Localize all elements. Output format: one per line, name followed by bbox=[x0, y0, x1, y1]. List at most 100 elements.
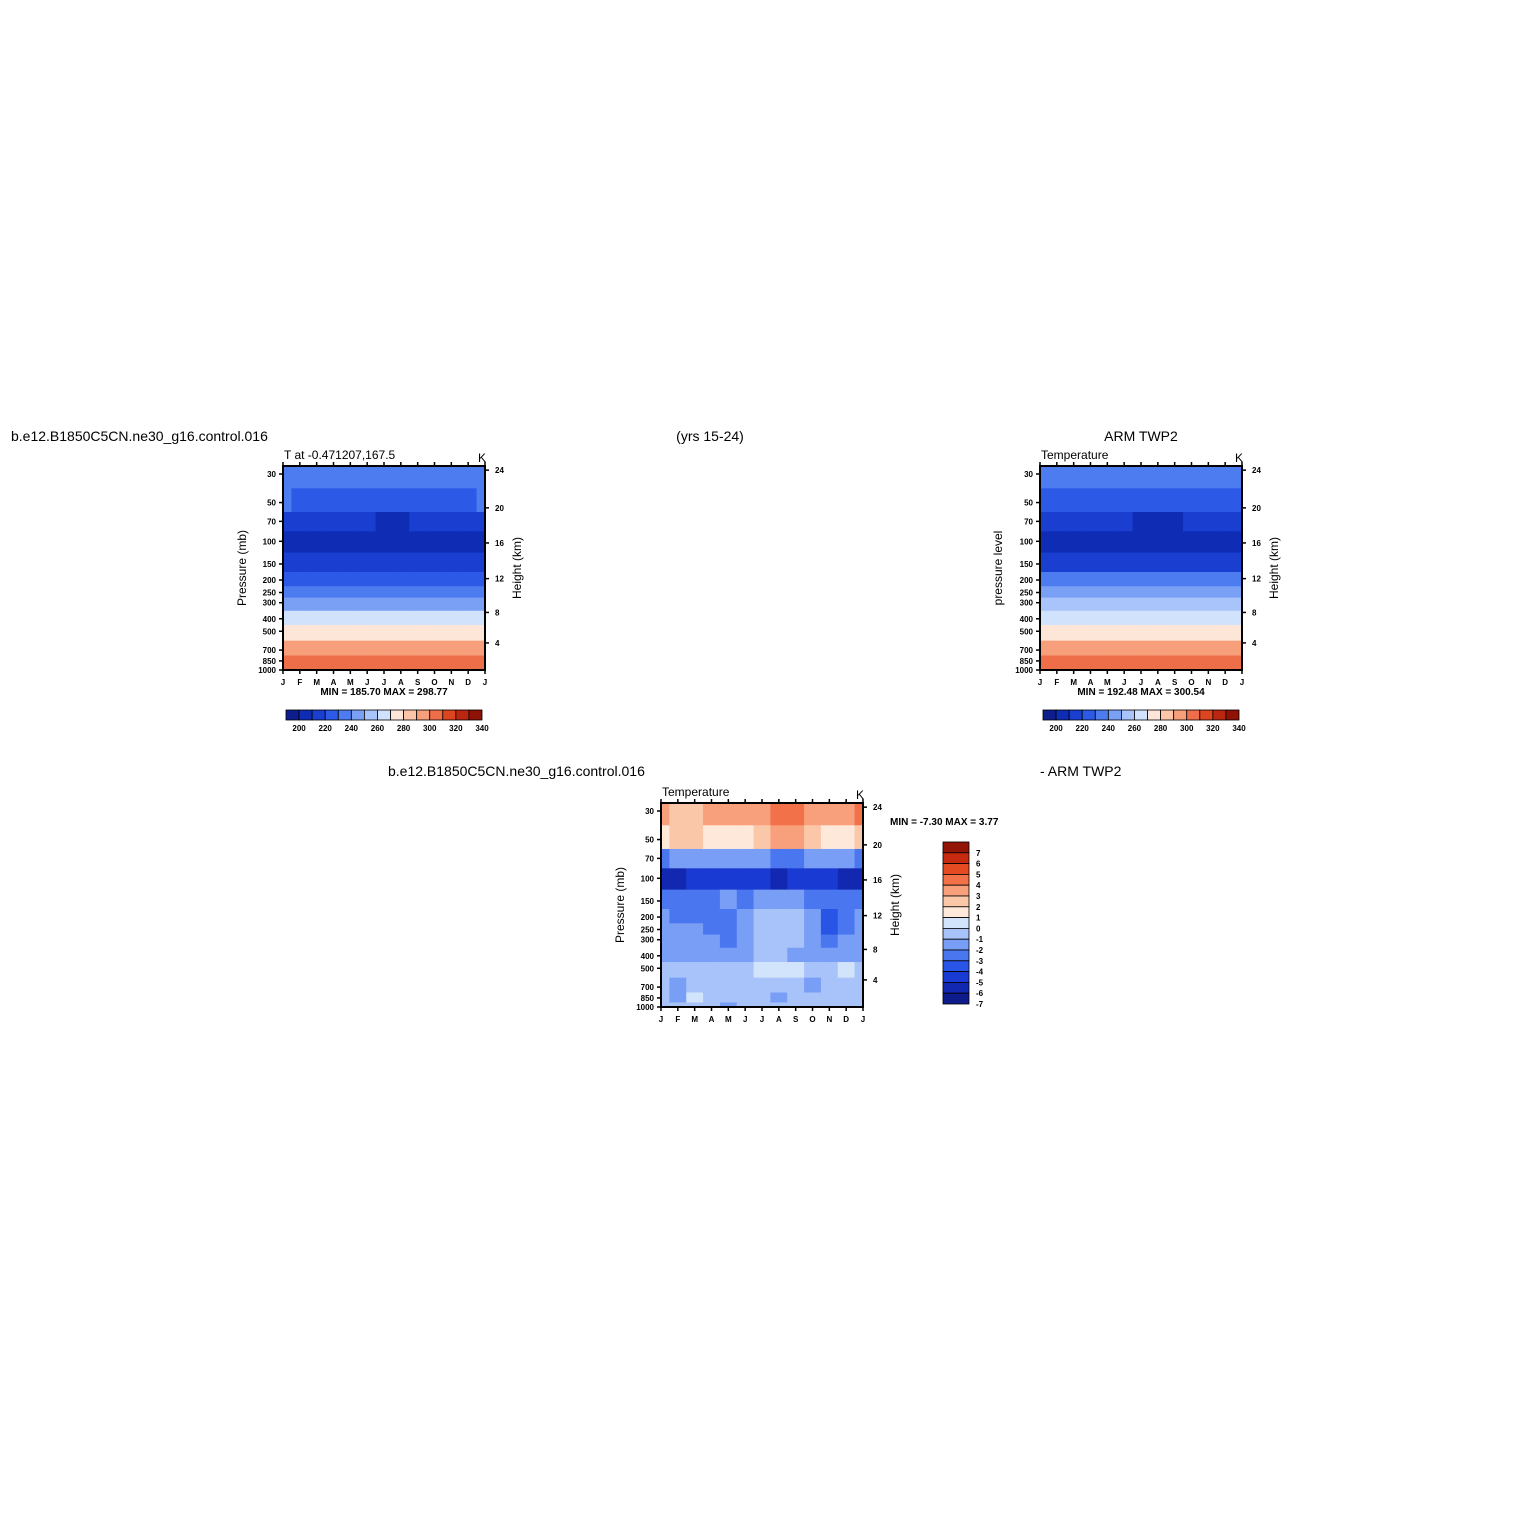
heatmap-cell bbox=[661, 977, 671, 994]
heatmap-cell bbox=[719, 977, 738, 994]
heatmap-cell bbox=[341, 640, 360, 657]
heatmap-cell bbox=[392, 665, 410, 670]
colorbar-label: -1 bbox=[976, 935, 984, 944]
heatmap-cell bbox=[1183, 488, 1201, 513]
heatmap-cell bbox=[341, 552, 360, 573]
height-tick-label: 8 bbox=[1252, 608, 1257, 617]
colorbar-label: 6 bbox=[976, 860, 981, 869]
heatmap-cell bbox=[358, 655, 377, 667]
x-tick-label: M bbox=[725, 1015, 732, 1024]
heatmap-cell bbox=[1040, 640, 1050, 657]
heatmap-cell bbox=[787, 909, 805, 924]
heatmap-cell bbox=[1216, 572, 1235, 587]
heatmap-cell bbox=[1149, 572, 1167, 587]
height-tick-label: 4 bbox=[495, 639, 500, 648]
heatmap-cell bbox=[669, 923, 687, 936]
heatmap-cell bbox=[442, 531, 461, 554]
height-tick-label: 4 bbox=[873, 976, 878, 985]
x-tick-label: M bbox=[1104, 678, 1111, 687]
difference-panel: Temperature KJ F M A M J J A S O N D J305070100150200… bbox=[613, 785, 999, 1024]
heatmap-cell bbox=[1065, 572, 1083, 587]
pressure-tick-label: 1000 bbox=[1015, 666, 1033, 675]
colorbar-box bbox=[942, 863, 970, 875]
heatmap-cell bbox=[358, 610, 377, 626]
heatmap-cell bbox=[409, 625, 427, 642]
heatmap-cell bbox=[820, 992, 839, 1004]
heatmap-cell bbox=[1149, 531, 1167, 554]
colorbar-box bbox=[942, 917, 970, 929]
colorbar-label: 5 bbox=[976, 870, 981, 879]
heatmap-cell bbox=[1098, 531, 1117, 554]
panel-subtitle: Temperature bbox=[1041, 448, 1109, 462]
heatmap-cell bbox=[341, 572, 360, 587]
heatmap-cell bbox=[358, 531, 377, 554]
heatmap-cell bbox=[1199, 466, 1218, 489]
x-tick-label: A bbox=[776, 1015, 782, 1024]
heatmap-cell bbox=[375, 625, 394, 642]
colorbar-box bbox=[1147, 709, 1162, 721]
x-tick-label: J bbox=[365, 678, 369, 687]
heatmap-cell bbox=[459, 572, 478, 587]
x-tick-label: F bbox=[297, 678, 302, 687]
colorbar-box bbox=[942, 895, 970, 908]
heatmap-cell bbox=[820, 1002, 839, 1007]
heatmap-cell bbox=[1132, 655, 1151, 667]
colorbar-box bbox=[403, 709, 418, 721]
heatmap-cell bbox=[686, 909, 704, 924]
heatmap-cell bbox=[341, 625, 360, 642]
heatmap-cell bbox=[358, 665, 377, 670]
heatmap-cell bbox=[837, 848, 856, 869]
heatmap-cell bbox=[283, 531, 293, 554]
heatmap-cell bbox=[1132, 466, 1151, 489]
pressure-tick-label: 30 bbox=[267, 470, 276, 479]
colorbar-box bbox=[1081, 709, 1096, 721]
heatmap-cell bbox=[1216, 531, 1235, 554]
heatmap-cell bbox=[736, 1002, 755, 1007]
heatmap-cell bbox=[1115, 610, 1134, 626]
colorbar-box bbox=[1042, 709, 1057, 721]
heatmap-cell bbox=[392, 655, 410, 667]
heatmap-cell bbox=[1132, 597, 1151, 612]
colorbar-label: 1 bbox=[976, 914, 981, 923]
heatmap-cell bbox=[325, 597, 343, 612]
heatmap-cell bbox=[459, 655, 478, 667]
heatmap-cell bbox=[1166, 610, 1184, 626]
x-tick-label: J bbox=[743, 1015, 747, 1024]
heatmap-cell bbox=[409, 511, 427, 532]
heatmap-cell bbox=[409, 597, 427, 612]
heatmap-cell bbox=[308, 488, 326, 513]
heatmap-cell bbox=[283, 665, 293, 670]
heatmap-cell bbox=[1183, 586, 1201, 599]
colorbar-box bbox=[324, 709, 339, 721]
heatmap-cell bbox=[358, 466, 377, 489]
height-tick-label: 12 bbox=[495, 575, 504, 584]
heatmap-cell bbox=[1166, 488, 1184, 513]
pressure-tick-label: 300 bbox=[1020, 599, 1034, 608]
heatmap-cell bbox=[442, 610, 461, 626]
x-tick-label: J bbox=[760, 1015, 764, 1024]
heatmap-cell bbox=[1199, 610, 1218, 626]
heatmap-cell bbox=[703, 803, 721, 826]
colorbar-label: 240 bbox=[345, 724, 359, 733]
heatmap-cell bbox=[325, 625, 343, 642]
heatmap-cell bbox=[375, 552, 394, 573]
heatmap-cell bbox=[1199, 552, 1218, 573]
heatmap-cell bbox=[1183, 665, 1201, 670]
heatmap-cell bbox=[283, 625, 293, 642]
colorbar-horizontal: 200 220 240 260 280 300 320 340 bbox=[285, 709, 489, 733]
y-axis-label: pressure level bbox=[991, 531, 1005, 606]
heatmap-cell bbox=[1048, 466, 1066, 489]
colorbar-label: 240 bbox=[1102, 724, 1116, 733]
heatmap-cell bbox=[1115, 655, 1134, 667]
heatmap-cell bbox=[1082, 572, 1100, 587]
colorbar-box bbox=[1068, 709, 1083, 721]
heatmap-cell bbox=[1183, 466, 1201, 489]
x-tick-label: A bbox=[331, 678, 337, 687]
heatmap-cell bbox=[719, 868, 738, 891]
heatmap-cell bbox=[1233, 466, 1242, 489]
heatmap-cell bbox=[1233, 655, 1242, 667]
heatmap-cell bbox=[787, 848, 805, 869]
heatmap-cell bbox=[1149, 511, 1167, 532]
heatmap-cell bbox=[1166, 665, 1184, 670]
heatmap-cell bbox=[804, 868, 822, 891]
